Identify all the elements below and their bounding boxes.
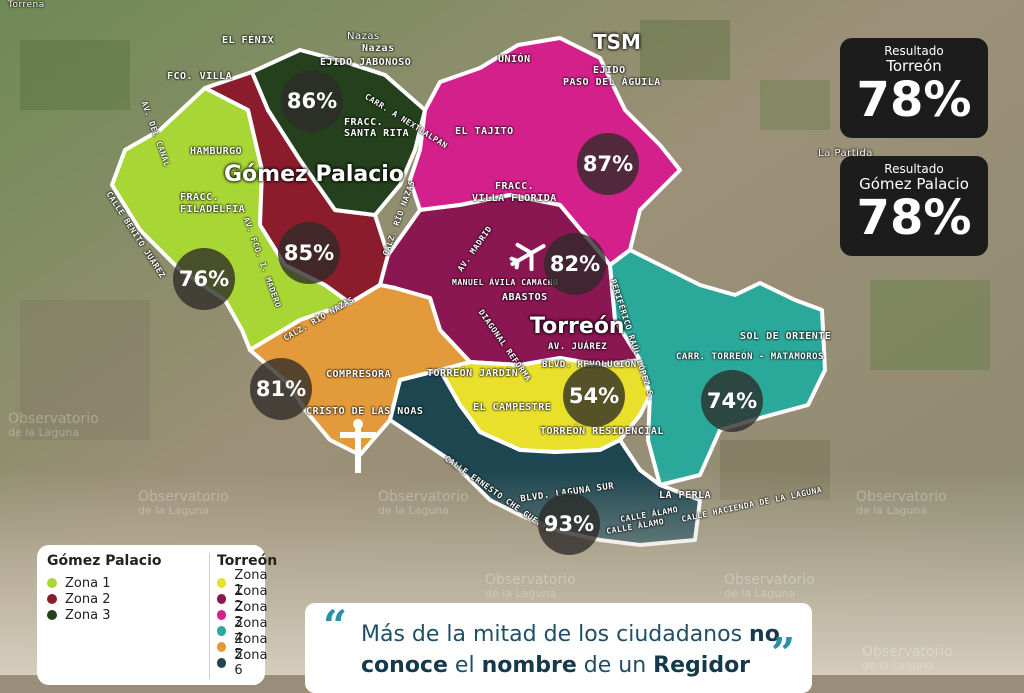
top-label-torrena: Torrena (8, 0, 45, 10)
quote-text: Más de la mitad de los ciudadanos no con… (361, 622, 780, 678)
watermark-5: Observatorio de la Laguna (724, 572, 815, 600)
legend-gomez: Gómez Palacio Zona 1 Zona 2 Zona 3 (47, 553, 162, 623)
watermark-3: Observatorio de la Laguna (378, 489, 469, 517)
place-la-partida: La Partida (818, 148, 873, 159)
legend-swatch (217, 610, 227, 620)
legend-swatch (217, 594, 227, 604)
watermark-1: Observatorio de la Laguna (8, 411, 99, 439)
result-value: 78% (856, 72, 972, 128)
place-fracc-filadelfia-1: FRACC. (180, 192, 220, 203)
place-hamburgo: HAMBURGO (190, 146, 243, 157)
place-compresora: COMPRESORA (326, 369, 392, 380)
legend-item: Zona 2 (47, 591, 162, 607)
legend-swatch (217, 642, 227, 652)
result-value: 78% (856, 190, 972, 246)
city-label-tsm: TSM (593, 30, 641, 54)
result-label: Resultado (884, 162, 944, 176)
quote-box: “ Más de la mitad de los ciudadanos no c… (305, 601, 812, 693)
place-ejido: EJIDO (593, 65, 626, 76)
place-torreon-residencial: TORREÓN RESIDENCIAL (540, 426, 664, 437)
pct-torreon-zona-4: 74% (701, 370, 763, 432)
legend-item: Zona 3 (217, 600, 277, 630)
legend-item: Zona 6 (217, 648, 277, 678)
place-fracc-villa-florida-1: FRACC. (495, 181, 535, 192)
legend-item: Zona 5 (217, 632, 277, 662)
legend-swatch (217, 626, 227, 636)
place-fracc-santa-rita-2: SANTA RITA (344, 128, 410, 139)
place-manuel-avila-camacho: MANUEL ÁVILA CAMACHO (452, 278, 559, 287)
watermark-2: Observatorio de la Laguna (138, 489, 229, 517)
open-quote-icon: “ (323, 601, 348, 650)
legend-swatch (47, 578, 57, 588)
city-label-torreon: Torreón (530, 314, 625, 339)
legend-item: Zona 3 (47, 607, 162, 623)
top-label-nazas-2: Nazas (362, 43, 395, 54)
result-city: Gómez Palacio (859, 175, 969, 193)
watermark-6: Observatorio de la Laguna (856, 489, 947, 517)
legend-title: Gómez Palacio (47, 553, 162, 569)
place-el-campestre: EL CAMPESTRE (473, 402, 552, 413)
legend-swatch (217, 578, 227, 588)
place-la-perla: LA PERLA (659, 490, 712, 501)
result-city: Torreón (886, 57, 942, 75)
legend-torreon: Torreón Zona 1 Zona 2 Zona 3 Zona 4 Zona… (189, 553, 278, 678)
place-fracc-filadelfia-2: FILADELFIA (180, 204, 246, 215)
result-box-gomez: Resultado Gómez Palacio 78% (840, 156, 988, 256)
legend-swatch (47, 594, 57, 604)
pct-torreon-zona-1: 54% (563, 365, 625, 427)
pct-torreon-zona-5: 81% (250, 358, 312, 420)
legend-title: Torreón (217, 553, 278, 569)
place-el-tajito: EL TAJITO (455, 126, 514, 137)
legend-item: Zona 2 (217, 584, 277, 614)
legend-divider (209, 553, 210, 679)
legend-swatch (217, 658, 227, 668)
place-el-fenix: EL FÉNIX (222, 35, 275, 46)
close-quote-icon: ” (771, 629, 796, 678)
pct-gomez-zona-1: 76% (173, 248, 235, 310)
watermark-7: Observatorio de la Laguna (862, 644, 953, 672)
place-union: UNIÓN (498, 54, 531, 65)
city-label-gomez: Gómez Palacio (224, 162, 404, 187)
pct-torreon-zona-6: 93% (538, 493, 600, 555)
place-paso-del-aguila: PASO DEL ÁGUILA (563, 77, 661, 88)
result-label: Resultado (884, 44, 944, 58)
pct-torreon-zona-3: 87% (577, 133, 639, 195)
legend-item: Zona 1 (217, 568, 277, 598)
place-carr-torreon-matamoros: CARR. TORREÓN - MATAMOROS (676, 352, 824, 362)
place-fco-villa: FCO. VILLA (167, 71, 233, 82)
place-fracc-santa-rita-1: FRACC. (344, 117, 384, 128)
place-ejido-jabonoso: EJIDO JABONOSO (320, 57, 412, 68)
place-torreon-jardin: TORREÓN JARDÍN (427, 368, 519, 379)
pct-gomez-zona-3: 86% (281, 70, 343, 132)
watermark-4: Observatorio de la Laguna (485, 572, 576, 600)
zone-torreon-4[interactable] (608, 248, 827, 487)
legend-item: Zona 1 (47, 575, 162, 591)
pct-gomez-zona-2: 85% (278, 222, 340, 284)
place-cristo-de-las-noas: CRISTO DE LAS NOAS (306, 406, 424, 417)
result-box-torreon: Resultado Torreón 78% (840, 38, 988, 138)
legend: Gómez Palacio Zona 1 Zona 2 Zona 3 Torre… (37, 545, 277, 685)
legend-item: Zona 4 (217, 616, 277, 646)
place-abastos: ABASTOS (502, 292, 548, 303)
place-av-juarez: AV. JUÁREZ (548, 342, 608, 352)
legend-swatch (47, 610, 57, 620)
pct-torreon-zona-2: 82% (544, 233, 606, 295)
cristo-statue-icon (340, 419, 376, 473)
place-fracc-villa-florida-2: VILLA FLORIDA (472, 193, 557, 204)
top-label-nazas-1: Nazas (347, 31, 380, 42)
airplane-icon (509, 242, 546, 272)
place-sol-de-oriente: SOL DE ORIENTE (740, 331, 832, 342)
